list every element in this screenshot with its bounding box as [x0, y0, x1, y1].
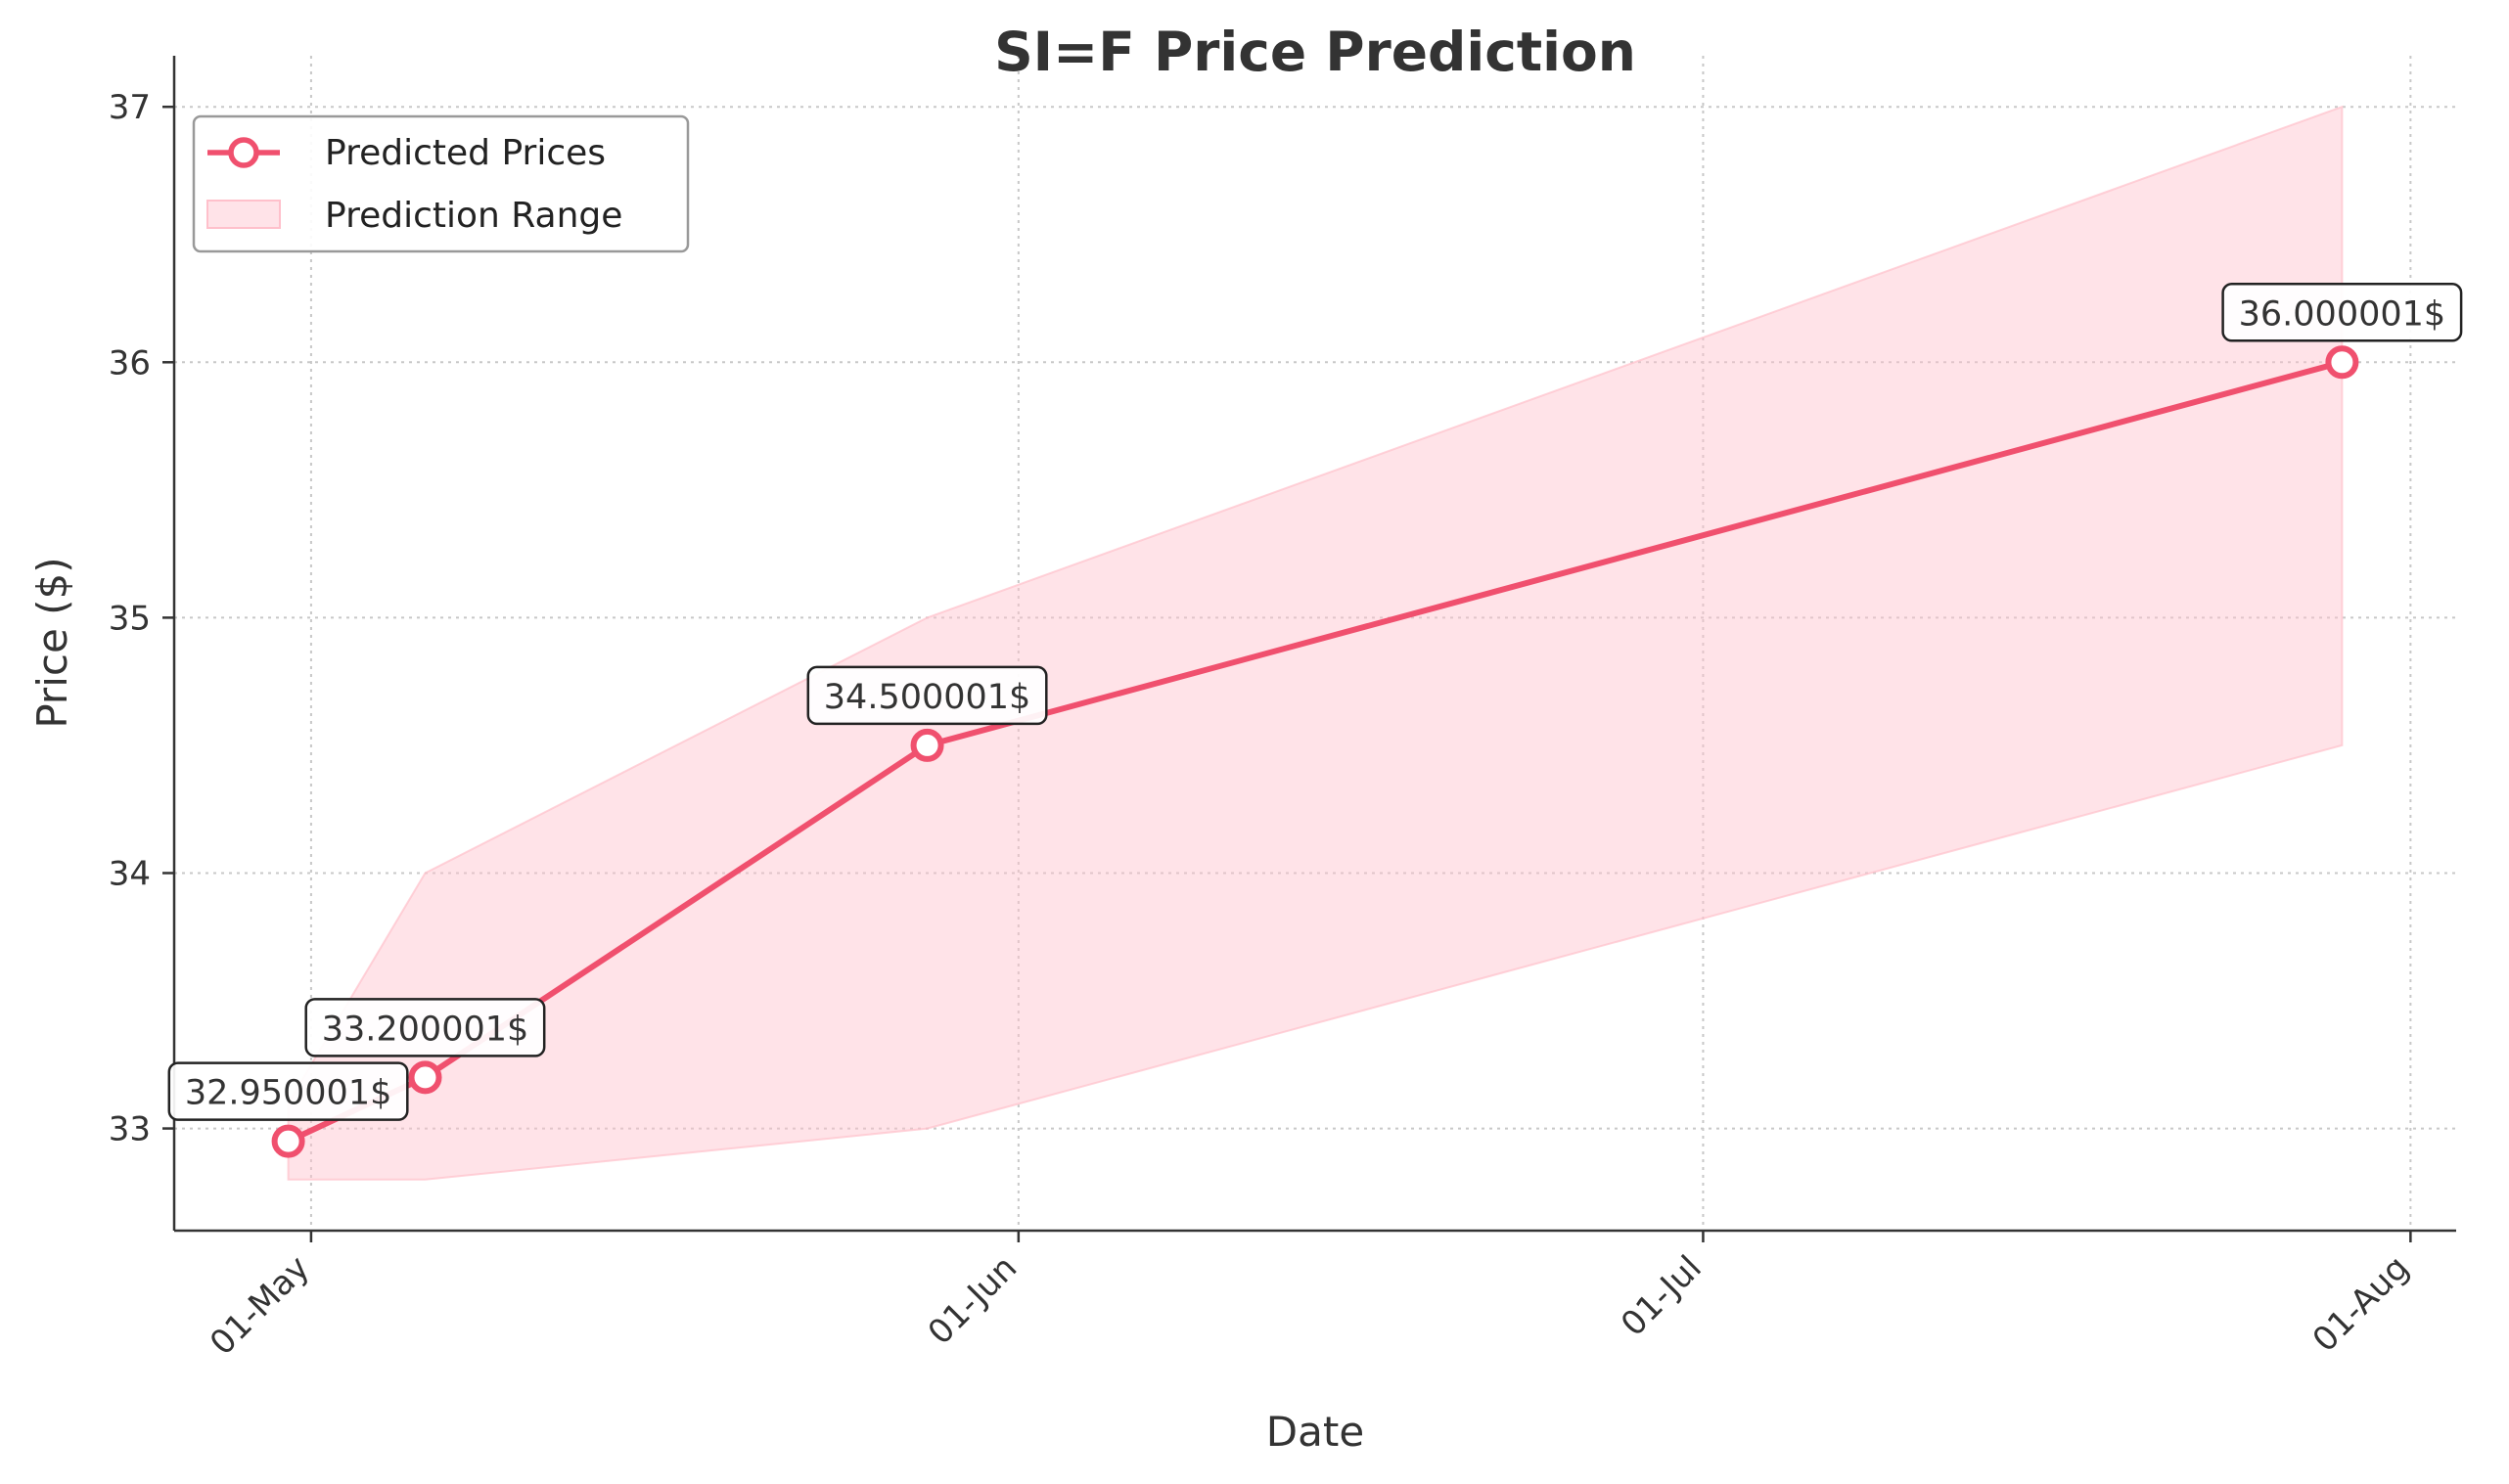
price-annotation-label: 32.950001$ — [185, 1074, 392, 1113]
price-annotation-label: 36.000001$ — [2239, 294, 2446, 334]
legend-label-range: Prediction Range — [325, 196, 622, 236]
chart-title: SI=F Price Prediction — [994, 21, 1636, 83]
annotations: 32.950001$ 33.200001$ 34.500001$ 36.000001$ — [167, 283, 2463, 1121]
price-annotation: 33.200001$ — [304, 998, 546, 1057]
price-annotation-label: 34.500001$ — [824, 678, 1031, 717]
y-tick-label: 37 — [109, 88, 151, 127]
price-annotation-box — [806, 665, 1048, 726]
price-annotation: 36.000001$ — [2221, 283, 2463, 342]
axes — [172, 56, 2456, 1233]
legend-label-predicted: Predicted Prices — [325, 133, 606, 173]
predicted-price-point — [271, 1124, 305, 1158]
y-tick-label: 33 — [109, 1110, 151, 1149]
price-annotation: 32.950001$ — [167, 1061, 409, 1121]
legend: Predicted Prices Prediction Range — [192, 114, 690, 253]
price-annotation: 34.500001$ — [806, 665, 1048, 726]
y-tick-label: 34 — [109, 854, 151, 893]
predicted-price-point — [910, 728, 944, 762]
y-axis-label: Price ($) — [28, 557, 76, 728]
price-annotation-label: 33.200001$ — [322, 1010, 529, 1049]
price-annotation-box — [167, 1061, 409, 1121]
y-tick-label: 35 — [109, 599, 151, 638]
legend-marker-predicted — [228, 137, 259, 168]
x-axis-label: Date — [1266, 1408, 1364, 1456]
price-annotation-box — [304, 998, 546, 1057]
predicted-price-point — [408, 1060, 442, 1095]
legend-box — [192, 114, 690, 253]
legend-swatch-range — [206, 200, 281, 229]
price-annotation-box — [2221, 283, 2463, 342]
y-tick-label: 36 — [109, 343, 151, 382]
predicted-price-point — [2325, 345, 2359, 380]
